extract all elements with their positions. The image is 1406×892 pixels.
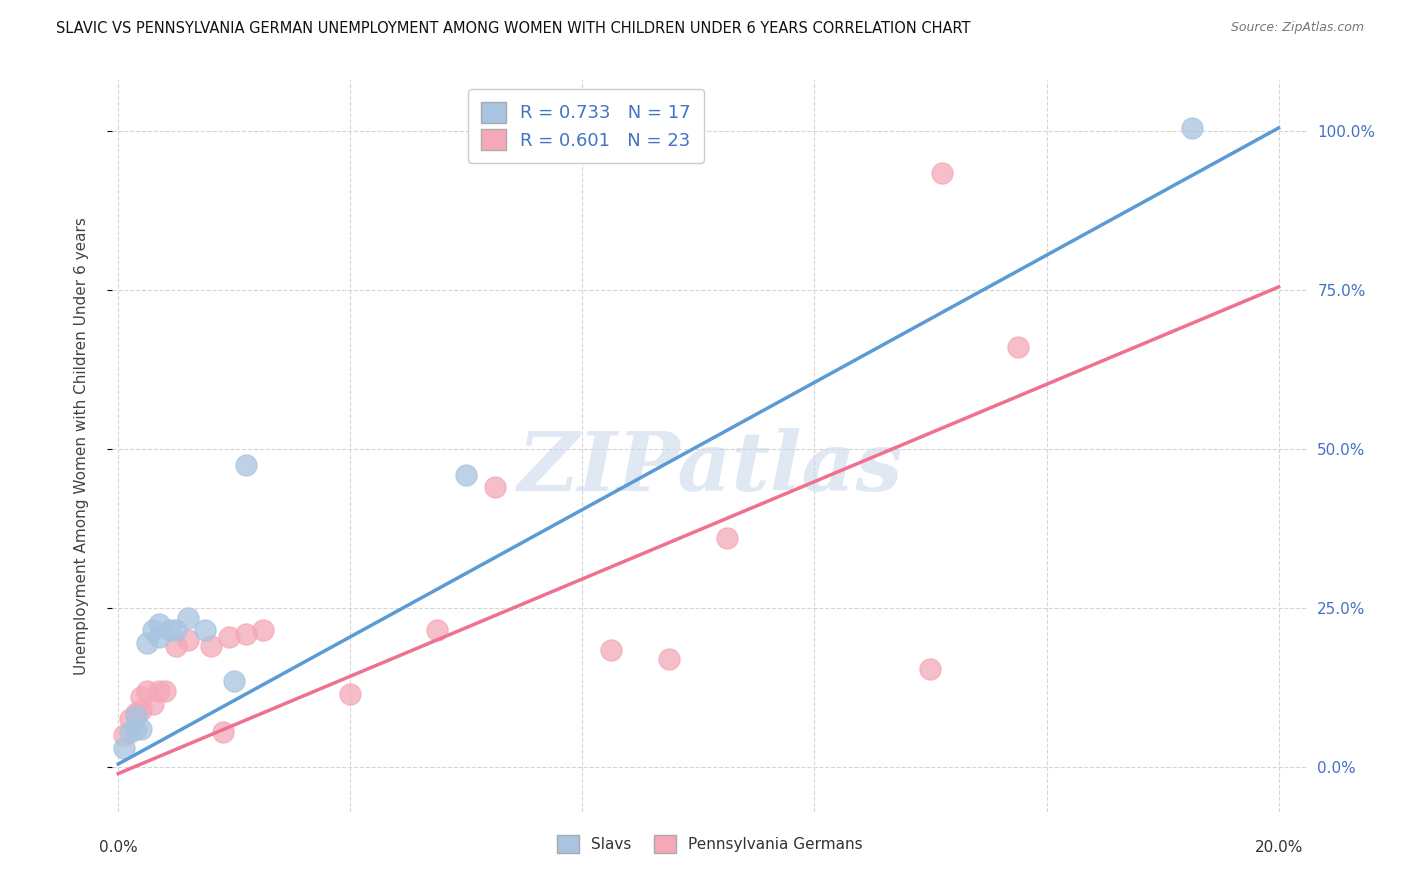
Text: 20.0%: 20.0% <box>1254 840 1303 855</box>
Point <box>112 728 135 742</box>
Point <box>148 630 170 644</box>
Point <box>177 632 200 647</box>
Point <box>165 640 187 654</box>
Point <box>159 624 181 638</box>
Point <box>484 480 506 494</box>
Y-axis label: Unemployment Among Women with Children Under 6 years: Unemployment Among Women with Children U… <box>75 217 89 675</box>
Point <box>426 624 449 638</box>
Point <box>235 626 257 640</box>
Point <box>118 725 141 739</box>
Point <box>218 630 240 644</box>
Text: ZIPatlas: ZIPatlas <box>517 428 903 508</box>
Point <box>200 640 222 654</box>
Legend: Slavs, Pennsylvania Germans: Slavs, Pennsylvania Germans <box>551 829 869 859</box>
Point <box>456 467 478 482</box>
Point <box>716 531 738 545</box>
Point <box>148 617 170 632</box>
Point <box>142 697 165 711</box>
Text: Source: ZipAtlas.com: Source: ZipAtlas.com <box>1230 21 1364 34</box>
Point <box>920 662 942 676</box>
Point <box>112 741 135 756</box>
Point <box>224 674 246 689</box>
Point <box>165 624 187 638</box>
Point <box>125 706 148 720</box>
Point <box>118 713 141 727</box>
Point <box>136 636 159 650</box>
Point <box>339 687 361 701</box>
Point <box>600 642 623 657</box>
Point <box>931 165 953 179</box>
Point <box>153 684 176 698</box>
Point <box>136 684 159 698</box>
Point <box>131 703 153 717</box>
Point <box>148 684 170 698</box>
Point <box>235 458 257 472</box>
Point <box>1180 120 1202 135</box>
Point <box>1007 340 1029 354</box>
Text: SLAVIC VS PENNSYLVANIA GERMAN UNEMPLOYMENT AMONG WOMEN WITH CHILDREN UNDER 6 YEA: SLAVIC VS PENNSYLVANIA GERMAN UNEMPLOYME… <box>56 21 970 36</box>
Point <box>211 725 233 739</box>
Point <box>131 690 153 705</box>
Point <box>658 652 681 666</box>
Point <box>177 611 200 625</box>
Point <box>252 624 274 638</box>
Point <box>142 624 165 638</box>
Point <box>125 709 148 723</box>
Text: 0.0%: 0.0% <box>98 840 138 855</box>
Point <box>131 722 153 736</box>
Point <box>194 624 217 638</box>
Point <box>125 722 148 736</box>
